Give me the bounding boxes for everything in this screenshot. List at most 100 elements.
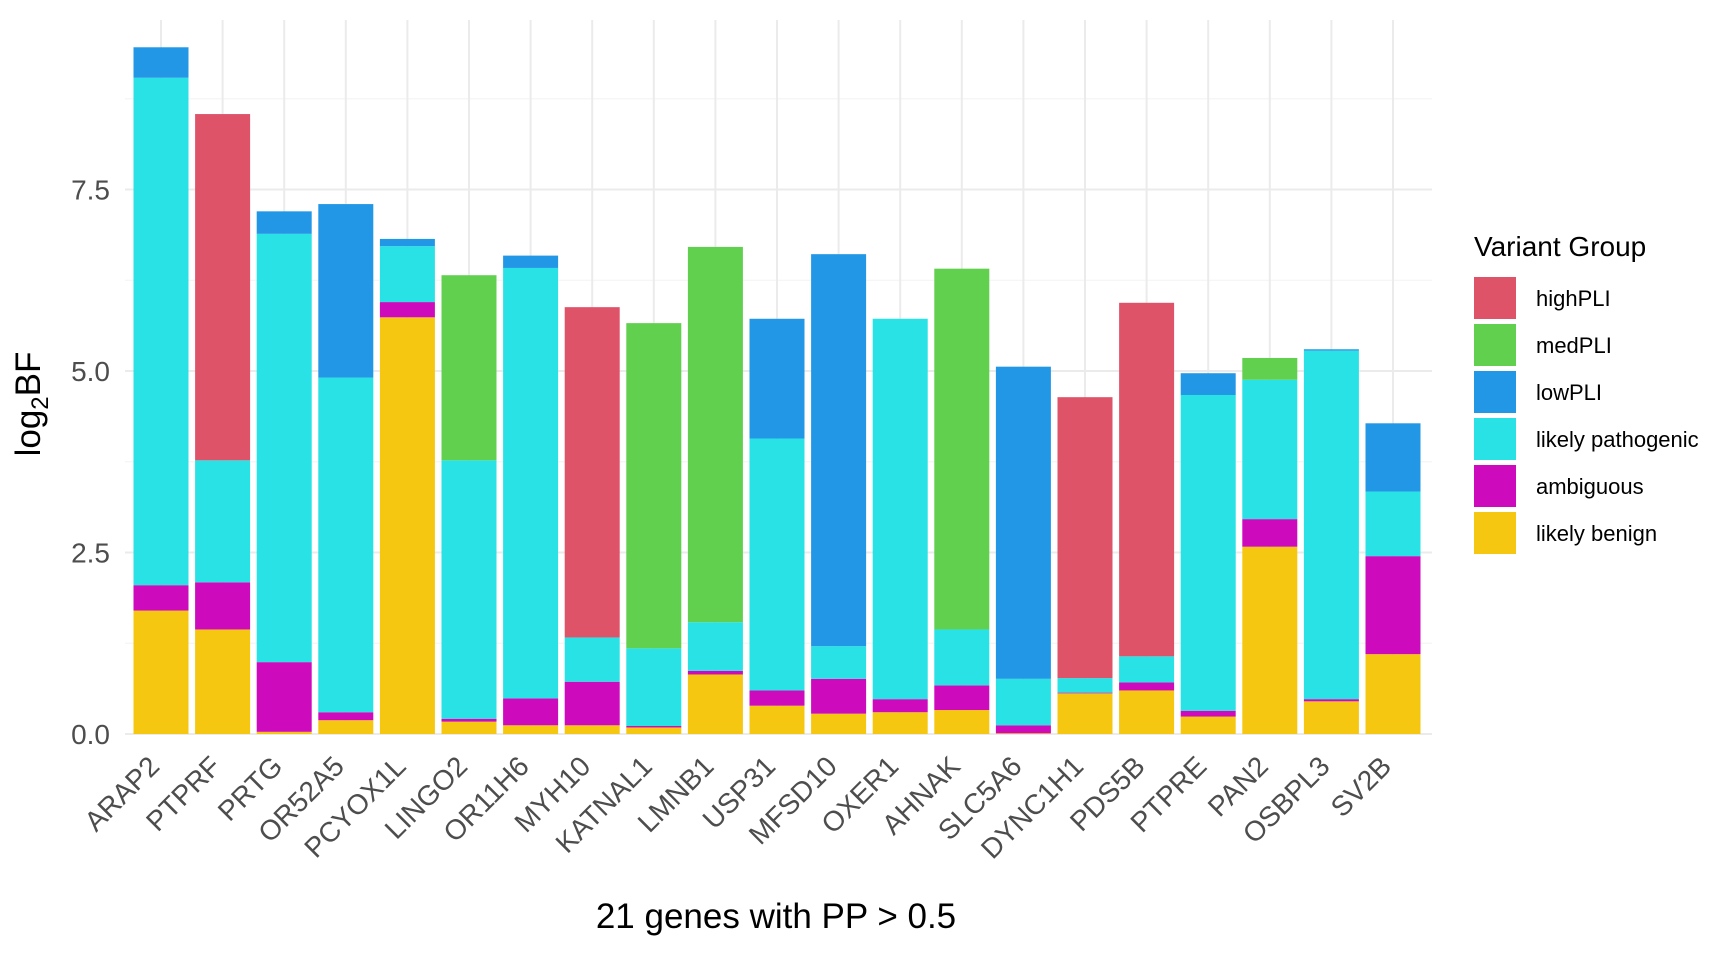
legend-key-highpli bbox=[1474, 277, 1516, 319]
bar-osbpl3-lowpli bbox=[1303, 349, 1359, 351]
bar-lmnb1-likely-pathogenic bbox=[687, 622, 743, 671]
bar-dync1h1-likely-pathogenic bbox=[1057, 678, 1113, 693]
bar-pds5b-highpli bbox=[1119, 302, 1175, 657]
bar-slc5a6-ambiguous bbox=[995, 725, 1051, 734]
legend-title: Variant Group bbox=[1474, 231, 1646, 262]
bar-prtg-likely-benign bbox=[256, 731, 312, 734]
legend-key-likely-pathogenic bbox=[1474, 418, 1516, 460]
y-axis-title-subscript: 2 bbox=[27, 396, 54, 409]
bar-or52a5-ambiguous bbox=[318, 712, 374, 721]
bar-pds5b-likely-pathogenic bbox=[1119, 656, 1175, 683]
bar-sv2b-likely-pathogenic bbox=[1365, 491, 1421, 557]
bar-ptpre-likely-benign bbox=[1180, 716, 1236, 734]
bar-pan2-medpli bbox=[1242, 357, 1298, 380]
bar-myh10-likely-benign bbox=[564, 725, 620, 734]
bar-pcyox1l-lowpli bbox=[379, 238, 435, 247]
bar-sv2b-ambiguous bbox=[1365, 556, 1421, 655]
bar-prtg-ambiguous bbox=[256, 662, 312, 732]
bar-prtg-lowpli bbox=[256, 211, 312, 234]
bar-ahnak-medpli bbox=[934, 268, 990, 630]
bar-ptpre-lowpli bbox=[1180, 373, 1236, 395]
legend-label-likely-benign: likely benign bbox=[1536, 521, 1657, 546]
y-tick-label-0: 0.0 bbox=[71, 719, 110, 750]
bar-ptpre-likely-pathogenic bbox=[1180, 394, 1236, 711]
bar-dync1h1-ambiguous bbox=[1057, 692, 1113, 694]
bar-mfsd10-lowpli bbox=[811, 254, 867, 647]
bar-lingo2-likely-pathogenic bbox=[441, 460, 497, 719]
legend-key-likely-benign bbox=[1474, 512, 1516, 554]
legend-label-lowpli: lowPLI bbox=[1536, 380, 1602, 405]
bar-ptprf-likely-pathogenic bbox=[195, 460, 251, 583]
legend-key-medpli bbox=[1474, 324, 1516, 366]
bar-slc5a6-likely-benign bbox=[995, 733, 1051, 734]
bar-pds5b-ambiguous bbox=[1119, 682, 1175, 691]
bar-pan2-likely-pathogenic bbox=[1242, 379, 1298, 520]
bar-pan2-ambiguous bbox=[1242, 519, 1298, 547]
bar-pds5b-likely-benign bbox=[1119, 690, 1175, 734]
bar-arap2-lowpli bbox=[133, 47, 189, 78]
bar-dync1h1-highpli bbox=[1057, 397, 1113, 679]
x-axis-ticks: ARAP2PTPRFPRTGOR52A5PCYOX1LLINGO2OR11H6M… bbox=[78, 750, 1397, 865]
bar-slc5a6-likely-pathogenic bbox=[995, 678, 1051, 726]
bar-ptpre-ambiguous bbox=[1180, 710, 1236, 717]
bar-or52a5-likely-pathogenic bbox=[318, 377, 374, 713]
bar-ptprf-highpli bbox=[195, 114, 251, 461]
bar-usp31-likely-pathogenic bbox=[749, 438, 805, 691]
bar-osbpl3-likely-pathogenic bbox=[1303, 350, 1359, 700]
bar-ahnak-likely-benign bbox=[934, 710, 990, 734]
bar-or52a5-lowpli bbox=[318, 204, 374, 378]
bar-pcyox1l-ambiguous bbox=[379, 302, 435, 318]
bar-myh10-ambiguous bbox=[564, 681, 620, 726]
bar-oxer1-likely-pathogenic bbox=[872, 318, 928, 700]
y-tick-label-3: 7.5 bbox=[71, 175, 110, 206]
bar-slc5a6-lowpli bbox=[995, 366, 1051, 679]
bar-or52a5-likely-benign bbox=[318, 720, 374, 734]
y-axis-title-main: log bbox=[9, 410, 48, 457]
bar-myh10-likely-pathogenic bbox=[564, 637, 620, 682]
bar-myh10-highpli bbox=[564, 307, 620, 638]
y-axis-ticks: 0.0 2.5 5.0 7.5 bbox=[71, 175, 110, 750]
bar-dync1h1-likely-benign bbox=[1057, 693, 1113, 734]
y-tick-label-1: 2.5 bbox=[71, 538, 110, 569]
bar-lmnb1-likely-benign bbox=[687, 674, 743, 734]
bar-or11h6-likely-pathogenic bbox=[503, 267, 559, 699]
legend-label-likely-pathogenic: likely pathogenic bbox=[1536, 427, 1699, 452]
bar-lingo2-medpli bbox=[441, 275, 497, 461]
bar-osbpl3-likely-benign bbox=[1303, 701, 1359, 734]
bar-lmnb1-medpli bbox=[687, 246, 743, 623]
bar-katnal1-likely-benign bbox=[626, 727, 682, 734]
bar-oxer1-likely-benign bbox=[872, 712, 928, 734]
legend-key-lowpli bbox=[1474, 371, 1516, 413]
bar-arap2-ambiguous bbox=[133, 585, 189, 611]
bar-lmnb1-ambiguous bbox=[687, 670, 743, 675]
bar-ptprf-ambiguous bbox=[195, 582, 251, 630]
bar-katnal1-ambiguous bbox=[626, 726, 682, 728]
bar-sv2b-likely-benign bbox=[1365, 654, 1421, 734]
bar-lingo2-likely-benign bbox=[441, 721, 497, 734]
y-tick-label-2: 5.0 bbox=[71, 356, 110, 387]
bar-ahnak-likely-pathogenic bbox=[934, 629, 990, 686]
bar-usp31-likely-benign bbox=[749, 705, 805, 734]
x-axis-title: 21 genes with PP > 0.5 bbox=[596, 897, 956, 936]
bar-osbpl3-ambiguous bbox=[1303, 699, 1359, 702]
bars-layer bbox=[133, 47, 1421, 734]
y-axis-title-tail: BF bbox=[9, 352, 48, 397]
bar-pcyox1l-likely-pathogenic bbox=[379, 246, 435, 303]
bar-arap2-likely-benign bbox=[133, 610, 189, 734]
bar-katnal1-likely-pathogenic bbox=[626, 648, 682, 727]
legend-label-medpli: medPLI bbox=[1536, 333, 1612, 358]
legend-label-ambiguous: ambiguous bbox=[1536, 474, 1644, 499]
bar-lingo2-ambiguous bbox=[441, 718, 497, 722]
legend-key-ambiguous bbox=[1474, 465, 1516, 507]
bar-katnal1-medpli bbox=[626, 323, 682, 649]
bar-or11h6-likely-benign bbox=[503, 725, 559, 734]
legend-label-highpli: highPLI bbox=[1536, 286, 1611, 311]
bar-pan2-likely-benign bbox=[1242, 546, 1298, 734]
bar-pcyox1l-likely-benign bbox=[379, 317, 435, 734]
y-axis-title: log2BF bbox=[9, 352, 54, 457]
bar-ptprf-likely-benign bbox=[195, 629, 251, 734]
bar-usp31-lowpli bbox=[749, 318, 805, 439]
bar-mfsd10-likely-benign bbox=[811, 713, 867, 734]
bar-mfsd10-likely-pathogenic bbox=[811, 646, 867, 679]
